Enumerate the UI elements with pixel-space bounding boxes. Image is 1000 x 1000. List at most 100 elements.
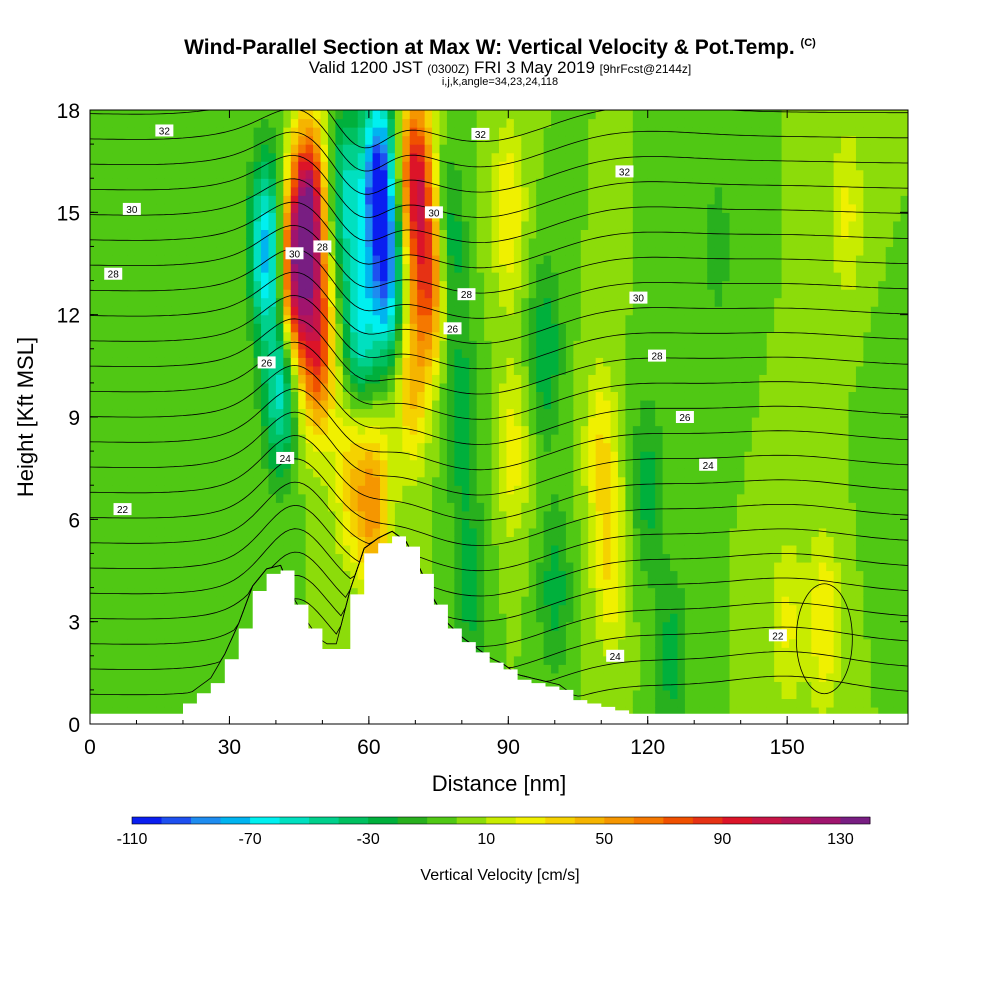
field-cell: [156, 340, 165, 350]
field-cell: [387, 306, 396, 316]
field-cell: [127, 570, 136, 580]
field-cell: [194, 229, 203, 239]
field-cell: [551, 544, 560, 555]
field-cell: [231, 152, 240, 162]
field-cell: [156, 203, 165, 213]
field-cell: [223, 604, 232, 614]
field-cell: [142, 331, 151, 341]
field-cell: [342, 169, 351, 179]
field-cell: [156, 442, 165, 452]
field-cell: [402, 485, 411, 495]
field-cell: [454, 365, 463, 375]
field-cell: [290, 365, 299, 375]
field-cell: [268, 510, 277, 520]
field-cell: [506, 468, 515, 478]
field-cell: [551, 638, 560, 648]
field-cell: [335, 110, 344, 120]
field-cell: [595, 263, 604, 273]
field-cell: [134, 237, 143, 248]
field-cell: [261, 110, 270, 120]
field-cell: [528, 621, 537, 631]
field-cell: [223, 374, 232, 384]
field-cell: [588, 417, 597, 427]
field-cell: [134, 357, 143, 367]
field-cell: [499, 468, 508, 478]
field-cell: [543, 152, 552, 162]
field-cell: [112, 246, 121, 256]
field-cell: [573, 587, 582, 597]
field-cell: [424, 348, 433, 358]
field-cell: [506, 263, 515, 273]
field-cell: [521, 272, 530, 282]
field-cell: [380, 118, 389, 128]
field-cell: [565, 118, 574, 128]
field-cell: [357, 527, 366, 537]
field-cell: [469, 195, 478, 205]
field-cell: [588, 323, 597, 333]
field-cell: [268, 203, 277, 213]
field-cell: [446, 425, 455, 435]
field-cell: [275, 127, 284, 137]
field-cell: [580, 519, 589, 529]
field-cell: [119, 382, 128, 393]
field-cell: [104, 519, 113, 529]
field-cell: [149, 203, 158, 213]
field-cell: [603, 621, 612, 631]
field-cell: [186, 203, 195, 213]
field-cell: [134, 459, 143, 469]
field-cell: [499, 357, 508, 367]
field-cell: [127, 178, 136, 188]
field-cell: [506, 127, 515, 137]
field-cell: [513, 365, 522, 375]
field-cell: [246, 399, 255, 410]
field-cell: [194, 502, 203, 512]
field-cell: [171, 544, 180, 555]
field-cell: [171, 408, 180, 418]
field-cell: [283, 161, 292, 171]
field-cell: [320, 186, 329, 196]
field-cell: [179, 280, 188, 290]
field-cell: [119, 485, 128, 495]
field-cell: [268, 417, 277, 427]
field-cell: [588, 689, 597, 700]
field-cell: [134, 681, 143, 691]
field-cell: [565, 519, 574, 529]
field-cell: [201, 144, 210, 154]
field-cell: [565, 195, 574, 205]
field-cell: [298, 127, 307, 137]
field-cell: [558, 161, 567, 171]
field-cell: [491, 340, 500, 350]
field-cell: [231, 638, 240, 648]
field-cell: [149, 502, 158, 512]
field-cell: [231, 263, 240, 273]
field-cell: [320, 417, 329, 427]
field-cell: [275, 110, 284, 120]
field-cell: [156, 604, 165, 614]
field-cell: [223, 382, 232, 393]
field-cell: [513, 613, 522, 623]
field-cell: [142, 442, 151, 452]
field-cell: [298, 195, 307, 205]
field-cell: [253, 536, 262, 546]
field-cell: [469, 144, 478, 154]
field-cell: [454, 178, 463, 188]
field-cell: [320, 127, 329, 137]
field-cell: [469, 476, 478, 486]
field-cell: [528, 212, 537, 222]
field-cell: [446, 331, 455, 341]
field-cell: [558, 110, 567, 120]
field-cell: [499, 527, 508, 537]
field-cell: [417, 186, 426, 196]
field-cell: [506, 579, 515, 589]
field-cell: [142, 476, 151, 486]
field-cell: [409, 212, 418, 222]
field-cell: [551, 408, 560, 418]
field-cell: [476, 280, 485, 290]
field-cell: [104, 502, 113, 512]
field-cell: [261, 476, 270, 486]
field-cell: [551, 220, 560, 230]
field-cell: [506, 186, 515, 196]
field-cell: [149, 391, 158, 401]
field-cell: [551, 417, 560, 427]
field-cell: [90, 272, 99, 282]
